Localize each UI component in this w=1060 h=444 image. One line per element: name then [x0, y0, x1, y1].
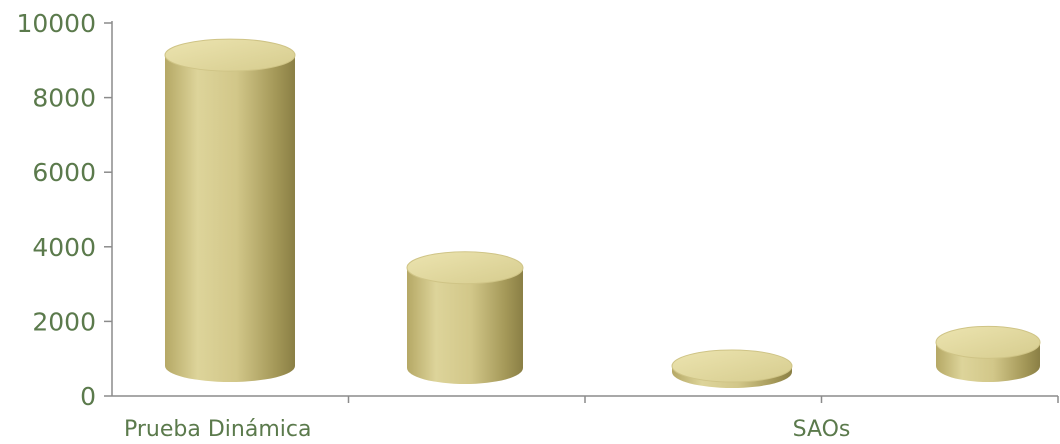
bar-cylinder	[164, 38, 296, 383]
bar-cylinder	[671, 349, 793, 388]
bar-body	[165, 55, 295, 383]
bar-top	[671, 349, 793, 383]
bar-body	[407, 267, 523, 384]
bar-top	[164, 38, 296, 72]
x-category-label: SAOs	[793, 417, 851, 442]
chart-labels: 0 2000 4000 6000 8000 10000 Prueba Dinámica SAO…	[16, 9, 850, 442]
y-tick-label: 8000	[32, 84, 96, 113]
y-tick-label: 2000	[32, 307, 96, 336]
y-tick-label: 6000	[32, 158, 96, 187]
chart-axes	[104, 21, 1059, 403]
y-tick-label: 4000	[32, 233, 96, 262]
bar-top	[406, 251, 524, 285]
y-tick-label: 0	[80, 382, 96, 411]
bar-top	[935, 325, 1041, 359]
y-tick-label: 10000	[16, 9, 96, 38]
bar-cylinder	[935, 325, 1041, 382]
chart-bars	[164, 38, 1041, 388]
bar-cylinder	[406, 251, 524, 384]
x-category-label: Prueba Dinámica	[124, 417, 311, 442]
